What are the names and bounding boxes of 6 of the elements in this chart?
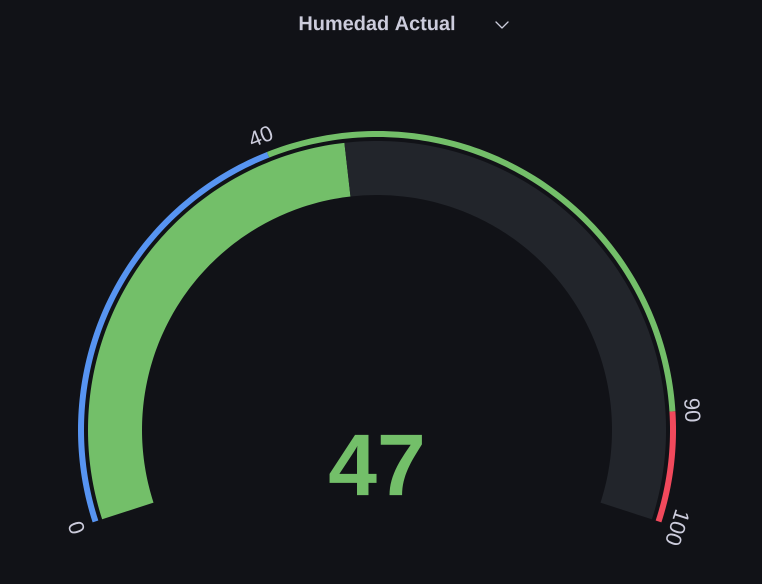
text: 100 <box>666 510 689 545</box>
text: 0 <box>68 522 84 534</box>
chart-title: Humedad Actual <box>300 16 454 30</box>
text: 40 <box>250 126 272 145</box>
text: 90 <box>684 398 701 422</box>
text: 47 <box>330 434 422 496</box>
